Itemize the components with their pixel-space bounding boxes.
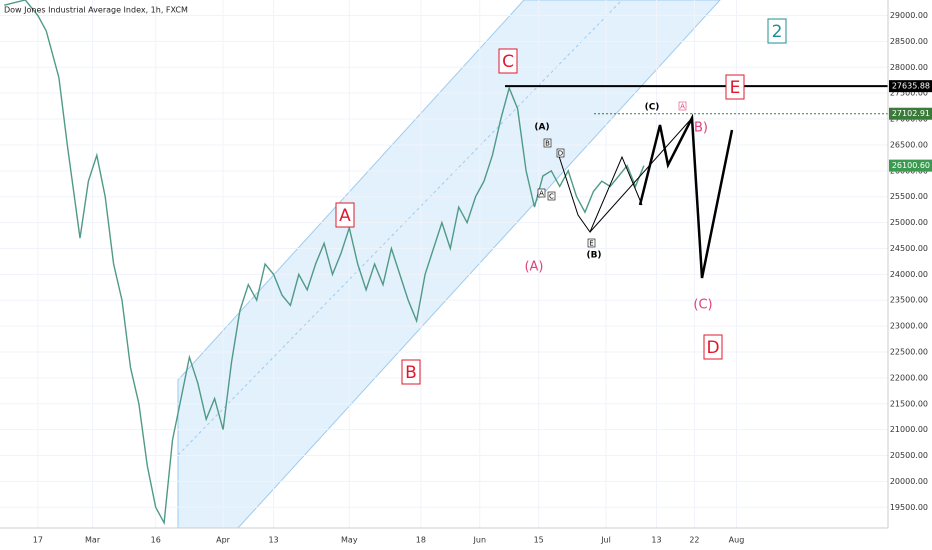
wave-label: 2 [772, 22, 783, 42]
wave-label: D [558, 150, 563, 158]
x-tick-label: 13 [651, 536, 661, 545]
small-box [678, 101, 687, 111]
wave-label: A [339, 206, 351, 226]
y-tick-label: 23500.00 [890, 296, 928, 305]
price-tag [889, 159, 932, 172]
wave-label: (C) [645, 103, 660, 113]
wave-label: (C) [693, 298, 712, 313]
wave-label: (A) [524, 260, 543, 275]
y-tick-label: 22500.00 [890, 348, 928, 357]
projection-path [638, 113, 734, 279]
price-tag-label: 26100.60 [892, 161, 930, 170]
y-tick-label: 21500.00 [890, 399, 928, 408]
y-tick-label: 26500.00 [890, 140, 928, 149]
x-tick-label: 22 [689, 536, 699, 545]
x-tick-label: Apr [216, 536, 231, 545]
grid [0, 0, 888, 528]
y-tick-label: 22000.00 [890, 373, 928, 382]
y-tick-label: 25000.00 [890, 218, 928, 227]
x-tick-label: Jul [600, 536, 611, 545]
y-tick-label: 25500.00 [890, 192, 928, 201]
price-tag-label: 27635.88 [892, 82, 930, 91]
y-tick-label: 27500.00 [890, 89, 928, 98]
y-tick-label: 20000.00 [890, 477, 928, 486]
price-tag [889, 107, 932, 120]
y-tick-label: 29000.00 [890, 11, 928, 20]
x-tick-label: Aug [729, 536, 745, 545]
price-tag [889, 80, 932, 93]
y-tick-label: 28000.00 [890, 63, 928, 72]
wave-label: E [730, 78, 741, 98]
label-box [767, 18, 787, 44]
label-box [703, 334, 723, 360]
wave-label: (A) [534, 123, 549, 133]
x-tick-label: 15 [534, 536, 544, 545]
wave-label: B [545, 140, 550, 148]
small-box [556, 148, 565, 158]
x-tick-label: Mar [85, 536, 101, 545]
small-box [587, 238, 596, 248]
wave-label: (B) [586, 251, 601, 261]
x-tick-label: 16 [151, 536, 161, 545]
small-box [543, 138, 552, 148]
wave-label: A [539, 190, 544, 198]
label-box [725, 74, 745, 100]
wave-label: D [706, 338, 719, 358]
wave-label: B) [694, 121, 708, 136]
wave-label: E [589, 240, 593, 248]
x-tick-label: 18 [416, 536, 426, 545]
wave-labels: C A B E D 2 (A) (C) B) (C) (A) (B) B D A… [335, 18, 787, 385]
label-box [401, 359, 421, 385]
price-line [4, 0, 645, 526]
y-tick-label: 23000.00 [890, 322, 928, 331]
x-tick-label: 13 [268, 536, 278, 545]
trend-channel [177, 0, 721, 529]
y-tick-label: 21000.00 [890, 425, 928, 434]
y-tick-label: 24000.00 [890, 270, 928, 279]
channel-midline [177, 0, 623, 456]
y-tick-label: 24500.00 [890, 244, 928, 253]
label-box [335, 202, 355, 228]
y-tick-label: 19500.00 [890, 503, 928, 512]
y-tick-label: 20500.00 [890, 451, 928, 460]
small-box [537, 188, 546, 198]
ticks: 19500.00 20000.00 20500.00 21000.00 21500.00… [33, 11, 932, 545]
price-tag-label: 27102.91 [892, 109, 930, 118]
y-tick-label: 28500.00 [890, 37, 928, 46]
wave-label: B [405, 363, 417, 383]
chart-title: Dow Jones Industrial Average Index, 1h, … [4, 6, 188, 15]
wave-label: A [680, 103, 685, 111]
x-tick-label: May [341, 536, 358, 545]
wave-label: C [502, 52, 514, 72]
small-box [547, 191, 556, 201]
x-tick-label: 17 [33, 536, 43, 545]
wave-line [589, 117, 693, 233]
label-box [498, 48, 518, 74]
projection [557, 113, 734, 279]
x-tick-label: Jun [473, 536, 487, 545]
series [4, 0, 888, 526]
wave-label: C [549, 193, 554, 201]
